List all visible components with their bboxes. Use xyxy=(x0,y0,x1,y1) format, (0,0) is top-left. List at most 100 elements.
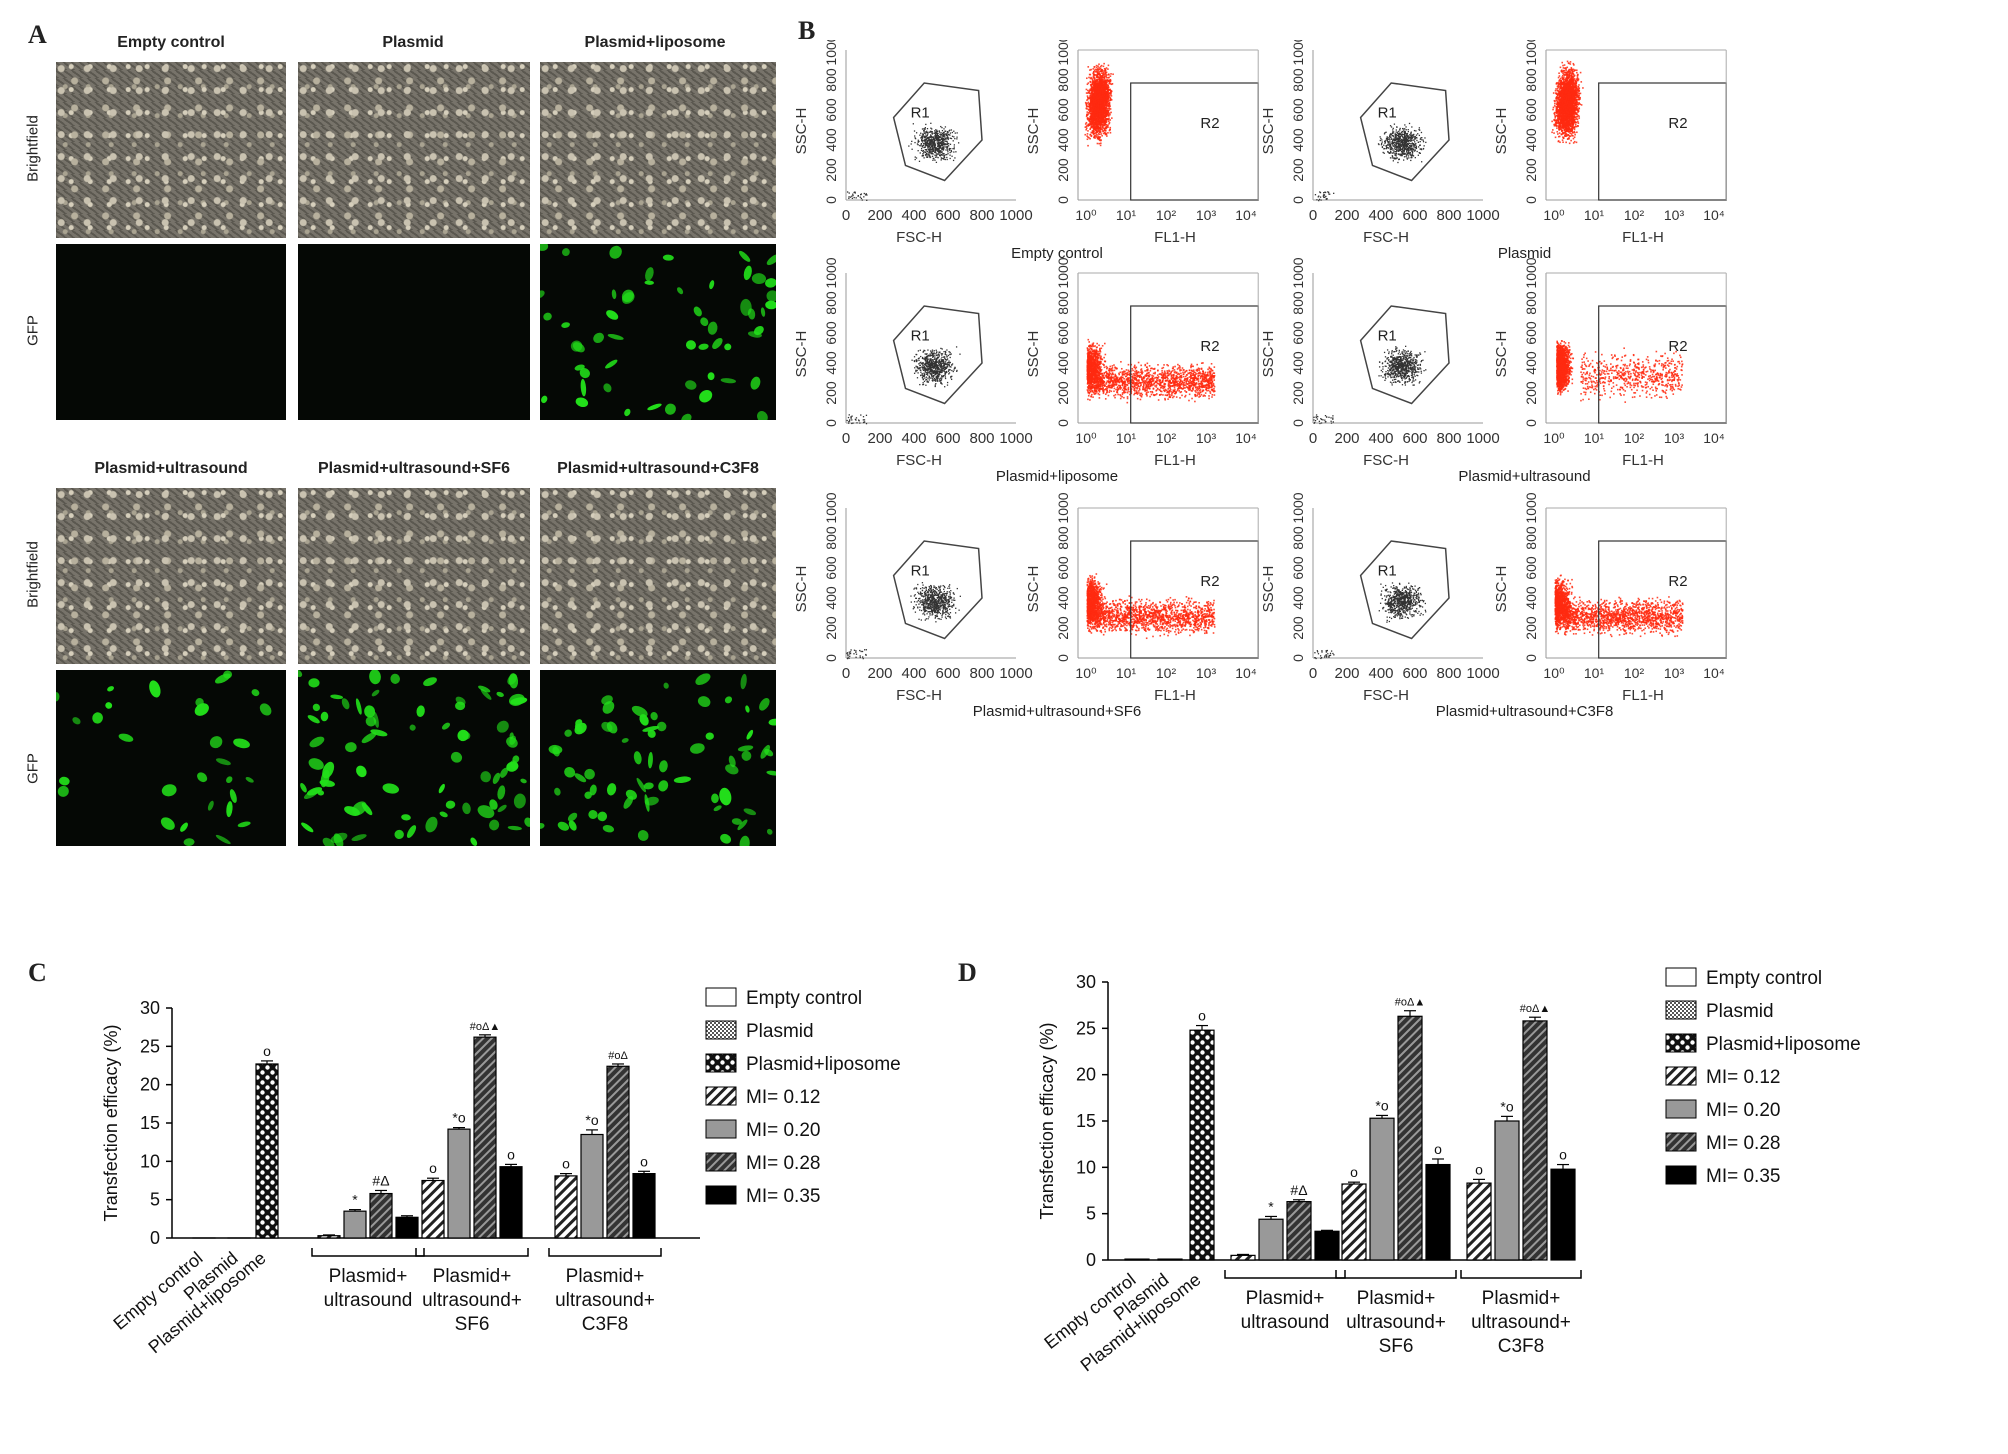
event-dot xyxy=(1320,192,1321,193)
event-dot xyxy=(935,150,936,151)
event-dot xyxy=(1108,65,1110,67)
event-dot xyxy=(950,132,951,133)
event-dot xyxy=(925,154,926,155)
event-dot xyxy=(925,143,926,144)
gfp-cell xyxy=(226,801,234,818)
event-dot xyxy=(947,159,948,160)
gfp-cell xyxy=(540,289,546,300)
event-dot xyxy=(1095,134,1097,136)
event-dot xyxy=(1093,87,1095,89)
event-dot xyxy=(942,130,943,131)
event-dot xyxy=(1404,148,1405,149)
event-dot xyxy=(852,198,853,199)
panel-a-title-5: Plasmid+ultrasound+SF6 xyxy=(298,460,530,478)
event-dot xyxy=(1401,139,1402,140)
event-dot xyxy=(1394,158,1395,159)
event-dot xyxy=(1407,148,1408,149)
gfp-cell xyxy=(71,716,82,726)
event-dot xyxy=(1401,141,1402,142)
event-dot xyxy=(1409,123,1410,124)
event-dot xyxy=(1424,145,1425,146)
event-dot xyxy=(925,149,926,150)
event-dot xyxy=(923,155,924,156)
gate-r2-label: R2 xyxy=(1200,115,1219,132)
event-dot xyxy=(1411,126,1412,127)
event-dot xyxy=(1106,100,1108,102)
event-dot xyxy=(1103,80,1105,82)
event-dot xyxy=(1417,133,1418,134)
event-dot xyxy=(1092,117,1094,119)
event-dot xyxy=(1104,94,1106,96)
event-dot xyxy=(928,149,929,150)
event-dot xyxy=(1092,107,1094,109)
event-dot xyxy=(863,196,864,197)
event-dot xyxy=(1394,124,1395,125)
event-dot xyxy=(1411,149,1412,150)
gfp-cell xyxy=(330,694,343,700)
event-dot xyxy=(1407,135,1408,136)
brightfield-image-plasmid-ultrasound-c3f8 xyxy=(540,488,776,664)
event-dot xyxy=(1387,147,1388,148)
event-dot xyxy=(948,145,949,146)
event-dot xyxy=(938,146,939,147)
gfp-cell xyxy=(740,674,748,690)
gfp-image-plasmid-ultrasound-sf6 xyxy=(298,670,530,846)
event-dot xyxy=(926,131,927,132)
gfp-cell xyxy=(507,825,522,831)
event-dot xyxy=(911,149,912,150)
x-axis-label: FSC-H xyxy=(896,229,942,246)
event-dot xyxy=(1098,67,1100,69)
event-dot xyxy=(939,139,940,140)
event-dot xyxy=(1396,131,1397,132)
event-dot xyxy=(947,150,948,151)
event-dot xyxy=(930,152,931,153)
gfp-cell xyxy=(491,772,501,785)
event-dot xyxy=(1096,89,1098,91)
event-dot xyxy=(1405,156,1406,157)
panel-a-row-brightfield-bottom: Brightfield xyxy=(25,530,42,620)
event-dot xyxy=(1101,105,1103,107)
event-dot xyxy=(939,130,940,131)
event-dot xyxy=(926,153,927,154)
y-tick-label: 400 xyxy=(1055,128,1071,152)
event-dot xyxy=(940,147,941,148)
panel-a-row-gfp-bottom: GFP xyxy=(25,724,42,814)
event-dot xyxy=(1095,114,1097,116)
event-dot xyxy=(953,136,954,137)
event-dot xyxy=(1318,200,1319,201)
event-dot xyxy=(1111,91,1113,93)
event-dot xyxy=(954,144,955,145)
gfp-cell xyxy=(307,713,321,724)
event-dot xyxy=(938,140,939,141)
gfp-cell xyxy=(215,833,232,845)
event-dot xyxy=(1425,142,1426,143)
event-dot xyxy=(1096,111,1098,113)
event-dot xyxy=(1100,122,1102,124)
event-dot xyxy=(937,138,938,139)
gfp-cell xyxy=(591,331,606,346)
event-dot xyxy=(1105,76,1107,78)
event-dot xyxy=(1395,154,1396,155)
gfp-cell xyxy=(449,750,464,765)
event-dot xyxy=(1378,143,1379,144)
gfp-cell xyxy=(300,821,315,834)
event-dot xyxy=(1405,149,1406,150)
y-tick-label: 0 xyxy=(1055,196,1071,204)
gfp-cell xyxy=(696,694,712,709)
event-dot xyxy=(1099,134,1101,136)
event-dot xyxy=(940,135,941,136)
event-dot xyxy=(1112,73,1114,75)
event-dot xyxy=(1390,157,1391,158)
gfp-cell xyxy=(649,711,658,721)
event-dot xyxy=(1103,73,1105,75)
event-dot xyxy=(934,135,935,136)
event-dot xyxy=(1387,136,1388,137)
event-dot xyxy=(946,138,947,139)
event-dot xyxy=(953,131,954,132)
event-dot xyxy=(1096,67,1098,69)
event-dot xyxy=(932,139,933,140)
event-dot xyxy=(1563,67,1565,69)
event-dot xyxy=(1097,123,1099,125)
event-dot xyxy=(1414,141,1415,142)
gfp-cell xyxy=(604,308,619,322)
